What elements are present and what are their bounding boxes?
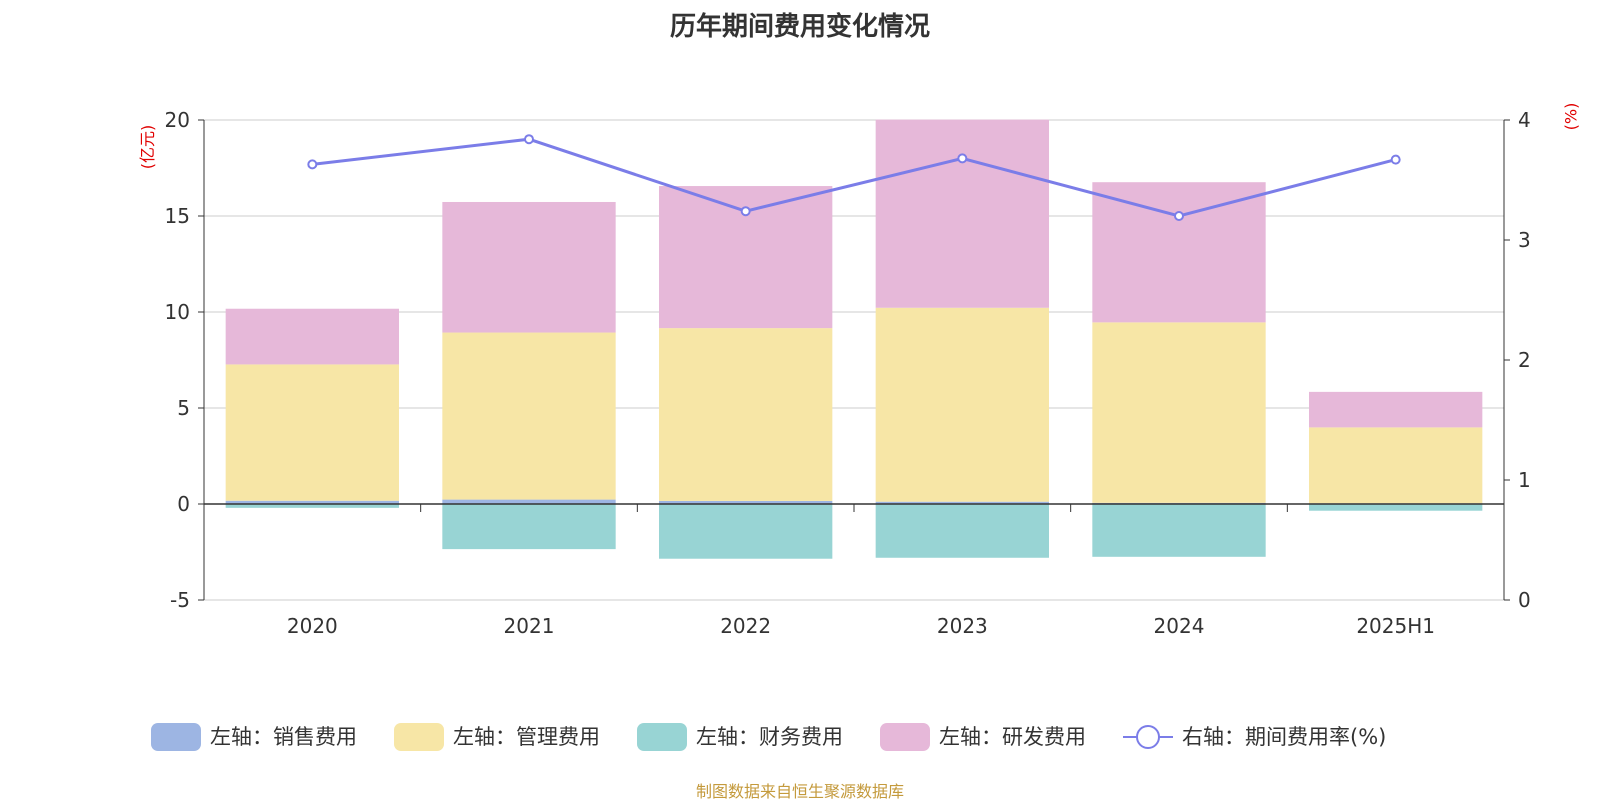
chart-title: 历年期间费用变化情况 bbox=[669, 12, 930, 42]
right-axis-tick-label: 1 bbox=[1518, 468, 1531, 492]
bar-segment bbox=[875, 504, 1049, 558]
rate-point bbox=[307, 159, 318, 170]
bar-segment bbox=[1309, 391, 1483, 428]
bar-segment bbox=[225, 500, 399, 504]
legend-swatch bbox=[880, 723, 930, 751]
left-axis-tick-label: 5 bbox=[177, 396, 190, 420]
rate-line-path bbox=[312, 137, 1397, 218]
legend: 左轴：销售费用 左轴：管理费用 左轴：财务费用 左轴：研发费用 右轴：期间费用率(%) bbox=[151, 723, 1386, 751]
right-axis-tick-label: 0 bbox=[1518, 588, 1531, 612]
legend-label: 左轴：销售费用 bbox=[210, 725, 357, 749]
legend-label: 左轴：管理费用 bbox=[453, 725, 600, 749]
bar-segment bbox=[225, 308, 399, 365]
bar-segment bbox=[659, 500, 833, 504]
bar-segment bbox=[875, 119, 1049, 308]
x-axis-category-label: 2020 bbox=[287, 614, 338, 638]
legend-swatch bbox=[637, 723, 687, 751]
x-axis-category-label: 2023 bbox=[937, 614, 988, 638]
left-axis-tick-label: 0 bbox=[177, 492, 190, 516]
bar-segment bbox=[1309, 504, 1483, 511]
legend-label: 左轴：财务费用 bbox=[696, 725, 843, 749]
grid-lines bbox=[204, 119, 1504, 601]
rate-point bbox=[957, 153, 968, 164]
legend-swatch bbox=[151, 723, 201, 751]
bar-segment bbox=[442, 504, 616, 550]
legend-label: 左轴：研发费用 bbox=[939, 725, 1086, 749]
rate-point bbox=[1174, 211, 1184, 221]
left-axis-tick-label: 20 bbox=[165, 108, 190, 132]
bar-segment bbox=[225, 364, 399, 501]
bar-segment bbox=[442, 201, 616, 333]
right-axis-tick-label: 4 bbox=[1518, 108, 1531, 132]
bar-segment bbox=[1092, 504, 1266, 557]
x-axis-category-label: 2024 bbox=[1154, 614, 1205, 638]
bar-segment bbox=[659, 504, 833, 559]
bar-segment bbox=[1092, 322, 1266, 503]
legend-swatch-marker bbox=[1136, 725, 1160, 749]
left-axis-tick-label: 15 bbox=[165, 204, 190, 228]
bar-segment bbox=[875, 501, 1049, 504]
bar-segment bbox=[225, 504, 399, 508]
right-axis-tick-label: 2 bbox=[1518, 348, 1531, 372]
rate-point bbox=[1390, 154, 1401, 165]
bar-segment bbox=[442, 499, 616, 504]
bar-segment bbox=[875, 307, 1049, 502]
legend-label: 右轴：期间费用率(%) bbox=[1182, 725, 1386, 749]
x-axis-category-label: 2025H1 bbox=[1356, 614, 1435, 638]
bars bbox=[225, 119, 1483, 559]
bar-segment bbox=[442, 332, 616, 500]
legend-swatch bbox=[394, 723, 444, 751]
left-axis-unit: (亿元) bbox=[138, 124, 157, 170]
bar-segment bbox=[659, 328, 833, 501]
bar-segment bbox=[1309, 427, 1483, 504]
x-axis-category-label: 2022 bbox=[720, 614, 771, 638]
source-text: 制图数据来自恒生聚源数据库 bbox=[695, 782, 904, 801]
right-axis-tick-label: 3 bbox=[1518, 228, 1531, 252]
rate-point bbox=[524, 134, 534, 145]
left-axis-tick-label: 10 bbox=[165, 300, 190, 324]
rate-line bbox=[307, 134, 1401, 221]
bar-segment bbox=[1092, 182, 1266, 323]
rate-point bbox=[740, 206, 751, 217]
x-axis-category-label: 2021 bbox=[504, 614, 555, 638]
right-axis-unit: (%) bbox=[1561, 102, 1581, 131]
left-axis-tick-label: -5 bbox=[170, 588, 190, 612]
axes: -5 0 5 10 15 20 0 1 2 3 4 2020 2021 2022 2023 2024 2025H… bbox=[165, 108, 1531, 638]
